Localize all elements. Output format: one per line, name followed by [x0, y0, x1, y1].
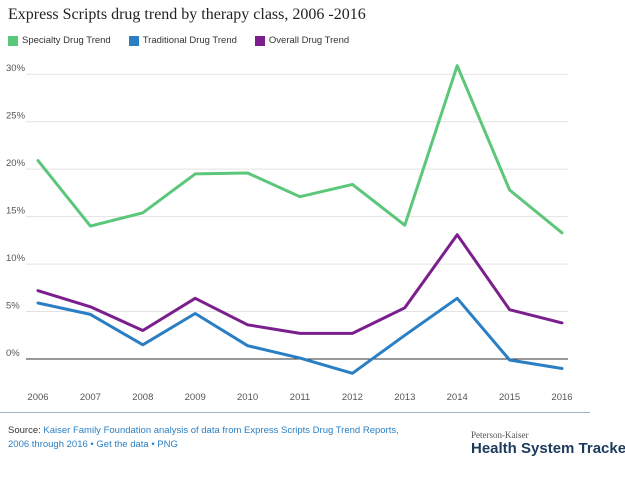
- series-line-specialty: [36, 64, 564, 235]
- brand-subtitle: Peterson-Kaiser: [471, 430, 529, 440]
- source-note: Source: Kaiser Family Foundation analysi…: [8, 424, 418, 452]
- legend-swatch-traditional: [128, 35, 139, 46]
- legend: Specialty Drug Trend Traditional Drug Tr…: [8, 35, 349, 46]
- x-tick-label: 2016: [551, 392, 572, 403]
- x-tick-label: 2012: [342, 392, 363, 403]
- series-line-overall: [36, 233, 564, 335]
- legend-swatch-overall: [254, 35, 265, 46]
- y-tick-label: 30%: [6, 63, 26, 74]
- y-tick-label: 5%: [6, 301, 20, 312]
- y-tick-label: 20%: [6, 158, 26, 169]
- x-tick-label: 2013: [394, 392, 415, 403]
- legend-item-overall[interactable]: Overall Drug Trend: [254, 35, 350, 46]
- legend-label-traditional: Traditional Drug Trend: [142, 35, 237, 46]
- y-tick-label: 15%: [6, 206, 26, 217]
- x-tick-label: 2011: [290, 392, 310, 403]
- brand-logo[interactable]: Health System Tracker: [471, 440, 625, 457]
- x-tick-label: 2008: [132, 392, 153, 403]
- source-prefix: Source:: [8, 425, 44, 436]
- x-tick-label: 2014: [447, 392, 468, 403]
- separator-1: •: [90, 439, 94, 450]
- footer-divider: [0, 412, 590, 413]
- legend-swatch-specialty: [8, 35, 18, 46]
- y-tick-label: 0%: [6, 348, 20, 359]
- png-link[interactable]: PNG: [157, 439, 178, 450]
- chart-title: Express Scripts drug trend by therapy cl…: [8, 6, 366, 23]
- y-tick-label: 10%: [6, 253, 26, 264]
- get-data-link[interactable]: Get the data: [96, 439, 149, 450]
- y-tick-label: 25%: [6, 111, 26, 122]
- legend-label-specialty: Specialty Drug Trend: [22, 35, 111, 46]
- series-line-traditional: [36, 296, 564, 375]
- x-tick-label: 2006: [27, 392, 48, 403]
- x-tick-label: 2007: [80, 392, 101, 403]
- source-link[interactable]: Kaiser Family Foundation analysis of dat…: [8, 425, 399, 450]
- x-tick-label: 2015: [499, 392, 520, 403]
- x-tick-label: 2010: [237, 392, 258, 403]
- legend-item-traditional[interactable]: Traditional Drug Trend: [128, 35, 237, 46]
- x-tick-label: 2009: [185, 392, 206, 403]
- legend-item-specialty[interactable]: Specialty Drug Trend: [8, 35, 111, 46]
- separator-2: •: [151, 439, 155, 450]
- legend-label-overall: Overall Drug Trend: [268, 35, 350, 46]
- line-chart: 0% 5% 10% 15% 20% 25% 30% 2006 2007 2008 2009 2010 2…: [6, 63, 573, 403]
